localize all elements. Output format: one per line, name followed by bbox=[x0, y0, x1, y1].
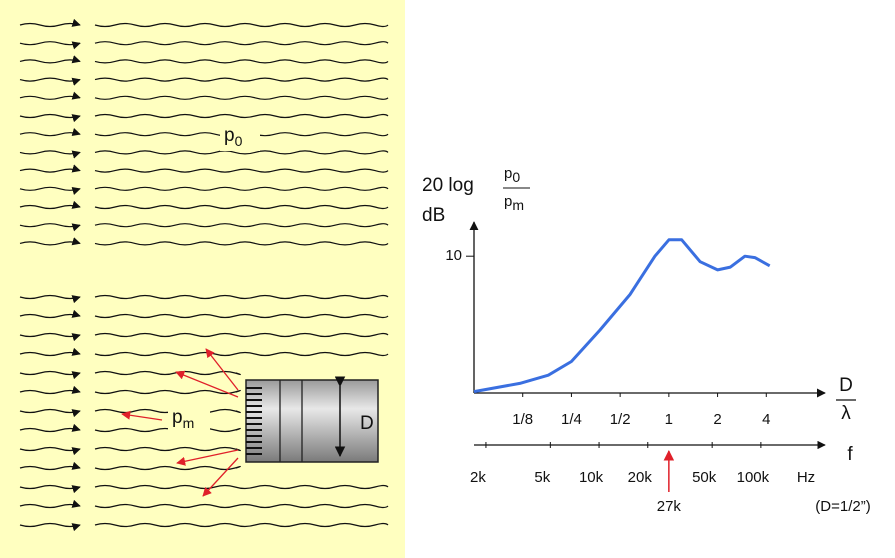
incoming-wave bbox=[19, 408, 81, 418]
wave-line bbox=[94, 446, 241, 452]
x-tick-label: 1/8 bbox=[512, 411, 533, 428]
wave-line bbox=[94, 223, 389, 228]
incoming-wave bbox=[19, 423, 81, 433]
incoming-wave bbox=[19, 237, 81, 246]
x-label-numerator: D bbox=[839, 375, 853, 396]
free-field-label: p0 bbox=[224, 125, 243, 149]
y-label-denominator: pm bbox=[504, 193, 524, 213]
wave-line bbox=[94, 351, 389, 357]
label-sub: 0 bbox=[512, 169, 520, 185]
wave-line bbox=[94, 95, 389, 100]
incoming-wave bbox=[19, 332, 81, 342]
resonance-label: 27k bbox=[657, 498, 682, 515]
incoming-wave bbox=[19, 18, 81, 28]
wave-line bbox=[94, 313, 389, 319]
label-base: p bbox=[504, 193, 512, 210]
red-arrow bbox=[176, 449, 239, 466]
diffraction-arrows bbox=[121, 348, 239, 497]
incoming-wave bbox=[19, 385, 81, 395]
incoming-wave bbox=[19, 55, 81, 64]
size-note: (D=1/2”) bbox=[815, 498, 870, 515]
y-label-numerator: p0 bbox=[504, 165, 520, 185]
diameter-label: D bbox=[360, 413, 374, 434]
incoming-wave bbox=[19, 113, 81, 123]
incoming-wave bbox=[19, 128, 81, 137]
x-label-denominator: λ bbox=[841, 403, 851, 424]
frequency-tick-label: 100k bbox=[737, 469, 770, 486]
incoming-wave bbox=[19, 223, 81, 232]
incoming-wave bbox=[19, 370, 81, 380]
x-tick-label: 1/2 bbox=[610, 411, 631, 428]
label-backdrop bbox=[220, 125, 260, 151]
y-label-unit: dB bbox=[422, 205, 445, 226]
chart: 20 log p0 pm dB D λ 10 1/8 1/4 1/2 1 2 4 f 2k 5k 1… bbox=[422, 165, 871, 515]
red-arrow bbox=[205, 348, 239, 391]
incoming-wave bbox=[19, 41, 81, 50]
frequency-tick-label: 20k bbox=[628, 469, 653, 486]
incoming-wave bbox=[19, 446, 81, 456]
incoming-wave bbox=[19, 499, 81, 509]
incoming-wave bbox=[19, 522, 81, 532]
frequency-tick-label: 5k bbox=[534, 469, 550, 486]
incoming-wave bbox=[19, 294, 81, 304]
response-curve bbox=[473, 238, 771, 394]
wave-line bbox=[94, 522, 389, 528]
label-backdrop bbox=[168, 408, 210, 436]
red-arrow bbox=[202, 457, 239, 497]
frequency-unit: Hz bbox=[797, 469, 815, 486]
wave-line bbox=[94, 503, 389, 509]
red-arrow bbox=[175, 370, 239, 398]
wave-line bbox=[94, 113, 389, 119]
mic-grille bbox=[246, 387, 262, 455]
label-sub: 0 bbox=[235, 133, 243, 149]
wave-line bbox=[94, 186, 389, 191]
label-base: p bbox=[504, 165, 512, 182]
wave-line bbox=[94, 484, 389, 490]
label-base: p bbox=[224, 125, 235, 146]
wave-line bbox=[94, 204, 389, 210]
incoming-wave bbox=[19, 164, 81, 173]
frequency-axis-label: f bbox=[847, 444, 853, 465]
x-tick-label: 2 bbox=[713, 411, 721, 428]
y-tick-label: 10 bbox=[445, 247, 462, 264]
mic-body bbox=[245, 379, 379, 463]
wave-line bbox=[94, 465, 241, 471]
incoming-wave bbox=[19, 461, 81, 471]
wave-line bbox=[94, 168, 389, 173]
wave-line bbox=[94, 370, 241, 376]
frequency-tick-label: 10k bbox=[579, 469, 604, 486]
incoming-wave bbox=[19, 347, 81, 357]
wave-line bbox=[94, 150, 389, 155]
red-arrow bbox=[121, 410, 163, 421]
incoming-wave bbox=[19, 91, 81, 100]
field-panel bbox=[0, 0, 405, 558]
frequency-tick-label: 2k bbox=[470, 469, 486, 486]
incoming-wave bbox=[19, 77, 81, 86]
wave-line bbox=[94, 22, 389, 28]
wave-line bbox=[94, 241, 389, 246]
incoming-wave bbox=[19, 309, 81, 319]
incoming-wave bbox=[19, 150, 81, 159]
wave-line bbox=[94, 77, 389, 82]
x-tick-label: 1/4 bbox=[561, 411, 582, 428]
label-sub: m bbox=[183, 415, 195, 431]
x-tick-label: 1 bbox=[665, 411, 673, 428]
incoming-wave bbox=[19, 200, 81, 210]
y-label-prefix: 20 log bbox=[422, 175, 474, 196]
incoming-wave bbox=[19, 186, 81, 195]
wave-line bbox=[94, 294, 389, 300]
mic-pressure-label: pm bbox=[172, 407, 194, 431]
microphone: D bbox=[245, 376, 379, 463]
label-sub: m bbox=[512, 197, 524, 213]
x-tick-label: 4 bbox=[762, 411, 770, 428]
wave-line bbox=[94, 332, 389, 338]
wave-line bbox=[94, 41, 389, 46]
frequency-tick-label: 50k bbox=[692, 469, 717, 486]
incoming-wave bbox=[19, 484, 81, 494]
label-base: p bbox=[172, 407, 183, 428]
wave-line bbox=[94, 59, 389, 64]
